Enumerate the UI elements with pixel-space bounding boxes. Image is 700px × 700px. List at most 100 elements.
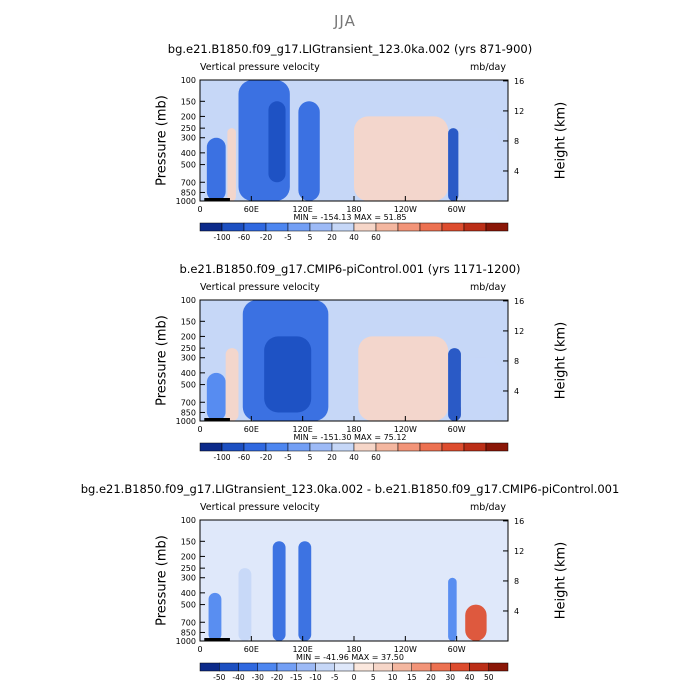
pressure-tick-label: 500	[181, 381, 196, 390]
pressure-tick-label: 400	[181, 149, 196, 158]
pressure-tick-label: 500	[181, 161, 196, 170]
pressure-tick-label: 1000	[176, 637, 196, 646]
feature-descent-1	[227, 128, 236, 201]
colorbar-swatch	[238, 662, 258, 672]
colorbar-label: -100	[213, 453, 230, 462]
height-tick-label: 8	[514, 137, 519, 146]
colorbar-label: -50	[213, 673, 225, 682]
pressure-tick-label: 100	[181, 516, 196, 525]
pressure-tick-label: 400	[181, 589, 196, 598]
lon-tick-label: 60E	[244, 645, 259, 654]
colorbar-swatch	[221, 222, 245, 232]
panel-title: b.e21.B1850.f09_g17.CMIP6-piControl.001 …	[179, 262, 521, 276]
pressure-tick-label: 1000	[176, 417, 196, 426]
colorbar-swatch	[397, 222, 421, 232]
variable-label: Vertical pressure velocity	[200, 282, 320, 293]
colorbar-swatch	[309, 222, 333, 232]
feature-ascent-1	[238, 568, 252, 641]
y-axis-right-label: Height (km)	[553, 541, 569, 619]
feature-ascent-2	[242, 300, 329, 421]
colorbar-label: -5	[284, 233, 292, 242]
terrain-mask	[204, 638, 230, 641]
colorbar-label: 20	[327, 233, 337, 242]
colorbar-swatch	[375, 222, 399, 232]
colorbar-swatch	[488, 662, 509, 672]
colorbar-label: 20	[327, 453, 337, 462]
pressure-tick-label: 250	[181, 124, 196, 133]
pressure-tick-label: 400	[181, 369, 196, 378]
variable-label: Vertical pressure velocity	[200, 502, 320, 513]
pressure-tick-label: 250	[181, 344, 196, 353]
variable-label: Vertical pressure velocity	[200, 62, 320, 73]
height-tick-label: 16	[514, 77, 524, 86]
feature-ascent-4	[448, 577, 457, 641]
pressure-tick-label: 100	[181, 296, 196, 305]
lon-tick-label: 60E	[244, 205, 259, 214]
season-title: JJA	[334, 12, 356, 30]
plot-background	[200, 300, 508, 421]
colorbar-swatch	[287, 442, 311, 452]
colorbar-swatch	[441, 222, 465, 232]
feature-descent-1	[225, 348, 239, 421]
colorbar-swatch	[375, 442, 399, 452]
feature-ascent-0	[206, 372, 226, 421]
height-tick-label: 12	[514, 107, 524, 116]
min-max-stats: MIN = -151.30 MAX = 75.12	[293, 433, 407, 442]
colorbar-label: 40	[349, 233, 359, 242]
colorbar-label: -5	[331, 673, 339, 682]
contour-features	[206, 80, 500, 201]
pressure-tick-label: 850	[181, 628, 196, 637]
colorbar-swatch	[463, 222, 487, 232]
colorbar-swatch	[419, 222, 443, 232]
feature-ascent-5	[448, 348, 461, 421]
colorbar-label: -60	[238, 233, 250, 242]
colorbar-label: -60	[238, 453, 250, 462]
pressure-tick-label: 500	[181, 601, 196, 610]
pressure-tick-label: 850	[181, 408, 196, 417]
colorbar-label: 15	[407, 673, 417, 682]
colorbar-swatch	[276, 662, 297, 672]
lon-tick-label: 0	[197, 645, 202, 654]
feature-descent-7	[459, 128, 500, 201]
y-axis-left-label: Pressure (mb)	[154, 94, 170, 186]
colorbar-swatch	[450, 662, 470, 672]
colorbar-label: -30	[252, 673, 264, 682]
colorbar-swatch	[392, 662, 412, 672]
lon-tick-label: 60E	[244, 425, 259, 434]
colorbar-swatch	[411, 662, 432, 672]
units-label: mb/day	[470, 62, 506, 73]
colorbar-swatch	[485, 442, 509, 452]
feature-descent-6	[460, 357, 500, 421]
colorbar-label: 60	[371, 453, 381, 462]
plot-background	[200, 80, 508, 201]
height-tick-label: 12	[514, 327, 524, 336]
feature-ascent-3	[264, 336, 312, 413]
units-label: mb/day	[470, 502, 506, 513]
height-tick-label: 8	[514, 577, 519, 586]
colorbar-swatch	[199, 662, 220, 672]
colorbar-swatch	[287, 222, 311, 232]
colorbar-swatch	[221, 442, 245, 452]
pressure-tick-label: 200	[181, 332, 196, 341]
colorbar-swatch	[331, 442, 355, 452]
pressure-tick-label: 300	[181, 354, 196, 363]
colorbar-label: 10	[388, 673, 398, 682]
colorbar-swatch	[243, 222, 267, 232]
colorbar-label: 40	[349, 453, 359, 462]
pressure-tick-label: 300	[181, 134, 196, 143]
lon-tick-label: 0	[197, 205, 202, 214]
colorbar-label: 30	[445, 673, 455, 682]
feature-ascent-2	[238, 80, 290, 201]
panel-title: bg.e21.B1850.f09_g17.LIGtransient_123.0k…	[80, 482, 620, 496]
colorbar-swatch	[353, 442, 377, 452]
colorbar-label: 20	[426, 673, 436, 682]
colorbar-swatch	[199, 222, 223, 232]
pressure-tick-label: 700	[181, 398, 196, 407]
pressure-tick-label: 150	[181, 97, 196, 106]
colorbar-label: -20	[260, 233, 272, 242]
pressure-tick-label: 150	[181, 537, 196, 546]
colorbar-swatch	[353, 222, 377, 232]
contour-features	[206, 300, 500, 421]
colorbar-swatch	[315, 662, 335, 672]
